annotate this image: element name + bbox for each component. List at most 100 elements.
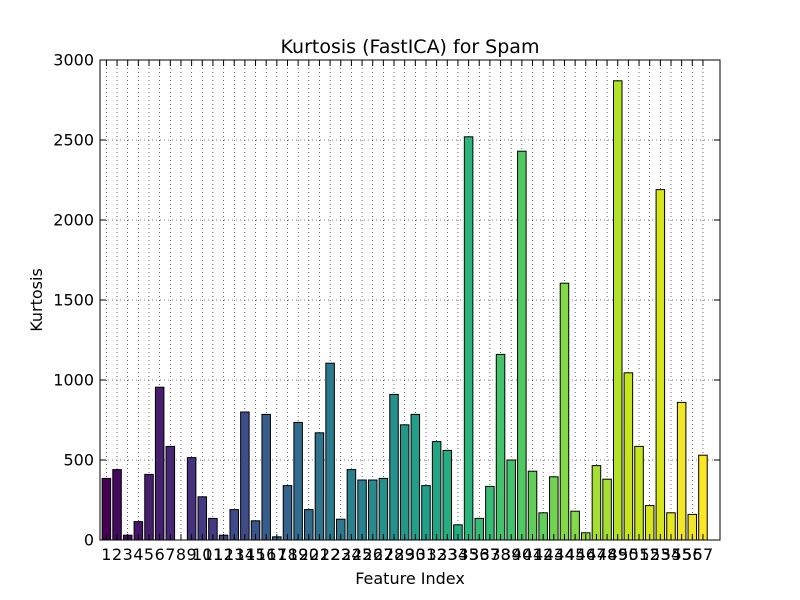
x-tick-label: 17 bbox=[267, 545, 287, 564]
bar bbox=[676, 401, 687, 541]
x-tick-label: 27 bbox=[373, 545, 393, 564]
x-tick-label: 41 bbox=[522, 545, 542, 564]
x-tick-label: 22 bbox=[320, 545, 340, 564]
x-tick-label: 43 bbox=[544, 545, 564, 564]
x-tick-label: 14 bbox=[235, 545, 255, 564]
bar bbox=[634, 445, 644, 541]
x-tick-label: 23 bbox=[331, 545, 351, 564]
x-tick-label: 56 bbox=[682, 545, 702, 564]
x-tick-label: 12 bbox=[213, 545, 233, 564]
bar bbox=[101, 477, 112, 541]
bar bbox=[421, 485, 431, 541]
y-axis-ticks: 0 500 1000 1500 2000 2500 3000 bbox=[53, 51, 720, 550]
x-tick-label: 49 bbox=[608, 545, 628, 564]
bar bbox=[346, 469, 357, 541]
y-tick-label: 3000 bbox=[53, 51, 94, 70]
x-tick-label: 33 bbox=[437, 545, 457, 564]
bar bbox=[293, 421, 303, 541]
bar bbox=[517, 150, 527, 541]
x-axis-label: Feature Index bbox=[355, 569, 465, 588]
bar bbox=[602, 478, 612, 541]
x-tick-label: 3 bbox=[123, 545, 133, 564]
x-tick-label: 28 bbox=[384, 545, 404, 564]
x-tick-label: 53 bbox=[650, 545, 670, 564]
bar bbox=[240, 411, 250, 541]
bar bbox=[165, 445, 176, 541]
x-tick-label: 9 bbox=[187, 545, 197, 564]
bar bbox=[112, 469, 122, 541]
x-tick-label: 36 bbox=[469, 545, 489, 564]
x-tick-label: 44 bbox=[554, 545, 574, 564]
x-tick-label: 26 bbox=[363, 545, 383, 564]
x-tick-label: 1 bbox=[101, 545, 111, 564]
bar bbox=[144, 473, 154, 541]
y-tick-label: 1500 bbox=[53, 291, 94, 310]
x-tick-label: 7 bbox=[165, 545, 175, 564]
bar bbox=[389, 393, 399, 541]
x-tick-label: 30 bbox=[405, 545, 425, 564]
bar bbox=[463, 136, 474, 541]
y-tick-label: 500 bbox=[63, 451, 94, 470]
bar bbox=[431, 441, 442, 541]
x-tick-label: 24 bbox=[341, 545, 361, 564]
x-tick-label: 48 bbox=[597, 545, 617, 564]
x-tick-label: 52 bbox=[640, 545, 660, 564]
x-tick-label: 25 bbox=[352, 545, 372, 564]
x-tick-label: 8 bbox=[176, 545, 186, 564]
x-tick-label: 40 bbox=[512, 545, 532, 564]
bar bbox=[314, 432, 325, 541]
bar bbox=[559, 282, 570, 541]
x-tick-label: 32 bbox=[426, 545, 446, 564]
bar bbox=[495, 353, 506, 541]
bar bbox=[527, 470, 538, 541]
bar bbox=[154, 386, 165, 541]
x-tick-label: 42 bbox=[533, 545, 553, 564]
x-tick-label: 16 bbox=[256, 545, 276, 564]
bar bbox=[506, 459, 516, 541]
x-tick-label: 18 bbox=[277, 545, 297, 564]
x-tick-label: 10 bbox=[192, 545, 212, 564]
x-tick-label: 51 bbox=[629, 545, 649, 564]
bar bbox=[367, 479, 378, 541]
bar bbox=[612, 80, 623, 541]
x-tick-label: 20 bbox=[299, 545, 319, 564]
x-tick-label: 2 bbox=[112, 545, 122, 564]
y-tick-label: 2000 bbox=[53, 211, 94, 230]
bar bbox=[399, 424, 410, 541]
x-tick-label: 31 bbox=[416, 545, 436, 564]
x-tick-label: 5 bbox=[144, 545, 154, 564]
bar bbox=[698, 454, 708, 541]
bar bbox=[186, 457, 197, 541]
x-tick-label: 50 bbox=[618, 545, 638, 564]
bar bbox=[378, 477, 389, 541]
y-tick-label: 1000 bbox=[53, 371, 94, 390]
x-axis-ticks: 1 2 3 4 5 6 7 8 91011121314151617181920212223242… bbox=[101, 60, 713, 564]
x-tick-label: 46 bbox=[576, 545, 596, 564]
bar bbox=[197, 496, 208, 541]
x-tick-label: 13 bbox=[224, 545, 244, 564]
x-tick-label: 38 bbox=[490, 545, 510, 564]
chart-title: Kurtosis (FastICA) for Spam bbox=[281, 36, 540, 58]
bar bbox=[549, 476, 559, 541]
x-tick-label: 19 bbox=[288, 545, 308, 564]
bar bbox=[485, 485, 495, 541]
x-tick-label: 34 bbox=[448, 545, 468, 564]
x-tick-label: 54 bbox=[661, 545, 681, 564]
bar bbox=[325, 362, 335, 541]
x-tick-label: 35 bbox=[458, 545, 478, 564]
bar bbox=[655, 189, 666, 541]
x-tick-label: 39 bbox=[501, 545, 521, 564]
x-tick-label: 15 bbox=[245, 545, 265, 564]
bar bbox=[591, 465, 602, 541]
x-tick-label: 45 bbox=[565, 545, 585, 564]
x-tick-label: 29 bbox=[394, 545, 414, 564]
bar bbox=[442, 449, 453, 541]
bar bbox=[282, 485, 293, 541]
x-tick-label: 6 bbox=[155, 545, 165, 564]
x-tick-label: 37 bbox=[480, 545, 500, 564]
x-tick-label: 4 bbox=[133, 545, 143, 564]
bar bbox=[410, 413, 421, 541]
y-tick-label: 2500 bbox=[53, 131, 94, 150]
x-tick-label: 47 bbox=[586, 545, 606, 564]
